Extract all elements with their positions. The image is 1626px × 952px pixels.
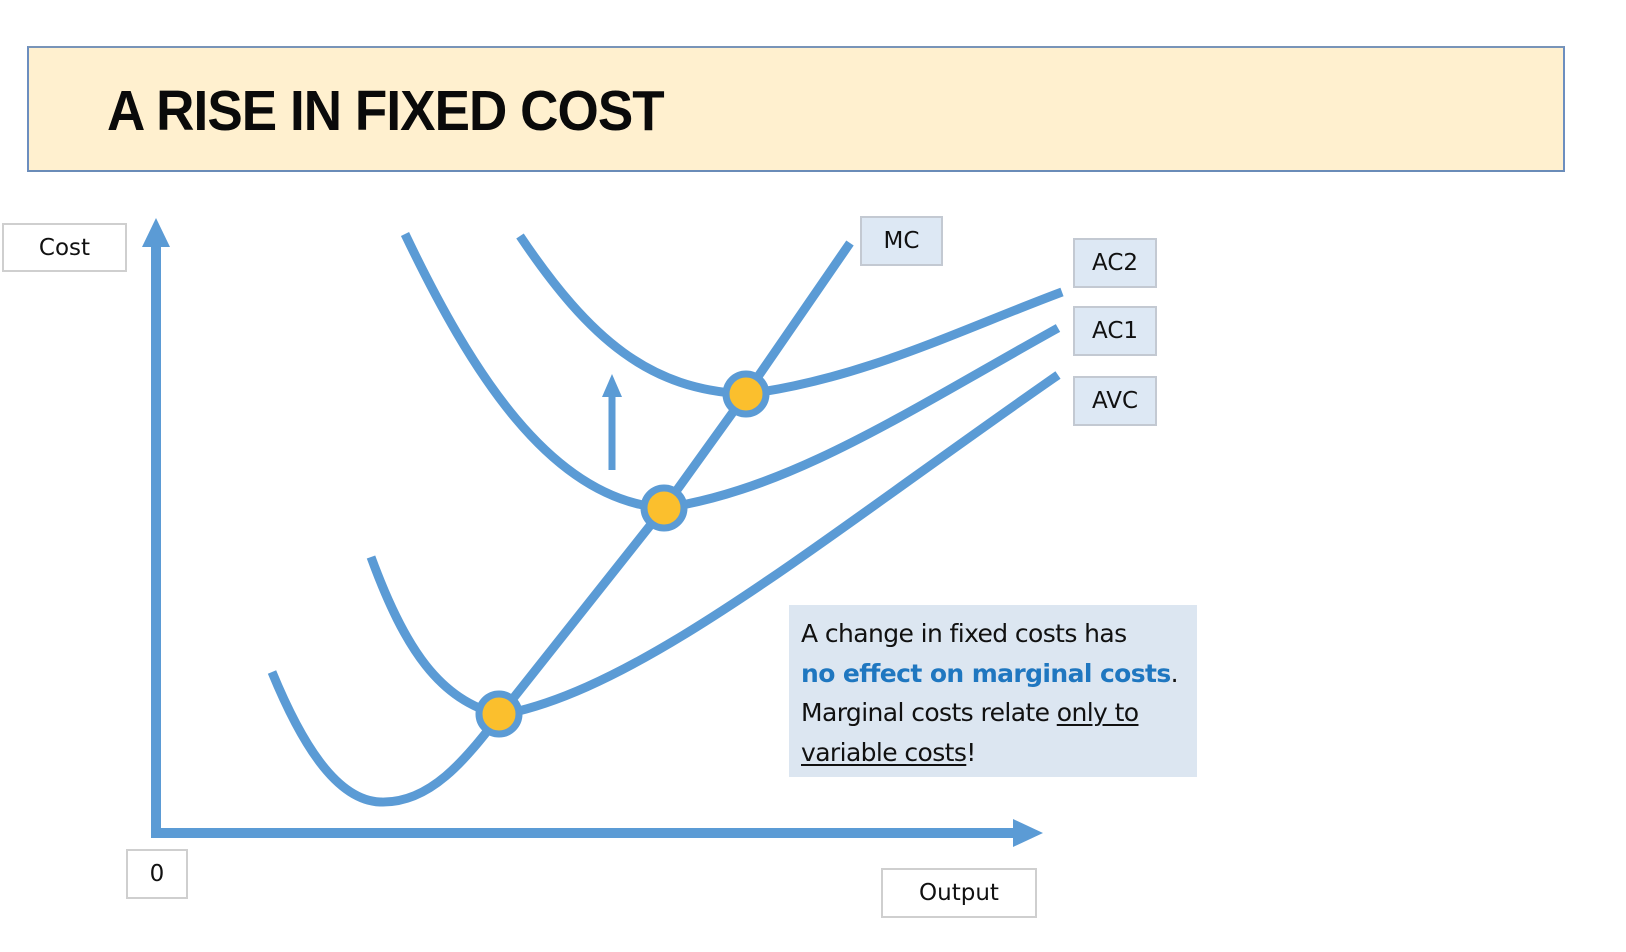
note-line-4: variable costs! <box>801 733 1187 773</box>
title-banner: A RISE IN FIXED COST <box>27 46 1565 172</box>
ac1-curve-upper <box>400 232 1061 513</box>
note-text: Marginal costs relate <box>801 698 1057 727</box>
note-line-1: A change in fixed costs has <box>801 614 1187 654</box>
x-axis-arrow-right-icon <box>1013 819 1043 847</box>
ac2-label: AC2 <box>1073 238 1157 288</box>
shift-arrow-up-icon <box>602 374 622 470</box>
mc-ac1-min-point-icon <box>640 484 688 532</box>
x-axis-label: Output <box>881 868 1037 918</box>
origin-label: 0 <box>126 849 188 899</box>
page-title: A RISE IN FIXED COST <box>107 79 665 143</box>
note-text: A change in fixed costs has <box>801 619 1127 648</box>
mc-avc-min-point-icon <box>475 690 523 738</box>
note-underline: variable costs <box>801 737 967 767</box>
note-text: ! <box>966 737 976 767</box>
mc-label: MC <box>860 216 943 266</box>
note-line-3: Marginal costs relate only to <box>801 693 1187 733</box>
ac1-curve <box>366 555 502 720</box>
mc-ac2-min-point-icon <box>722 370 770 418</box>
note-emphasis: no effect on marginal costs <box>801 658 1171 688</box>
avc-label: AVC <box>1073 376 1157 426</box>
note-line-2: no effect on marginal costs. <box>801 654 1187 694</box>
y-axis-arrow-up-icon <box>142 218 170 247</box>
ac1-label: AC1 <box>1073 306 1157 356</box>
x-axis <box>151 819 1043 847</box>
y-axis-label: Cost <box>2 223 127 272</box>
explanation-note: A change in fixed costs has no effect on… <box>789 605 1197 777</box>
y-axis <box>142 218 170 836</box>
note-underline: only to <box>1056 698 1139 727</box>
mc-curve <box>496 240 854 718</box>
note-text: . <box>1170 658 1179 688</box>
